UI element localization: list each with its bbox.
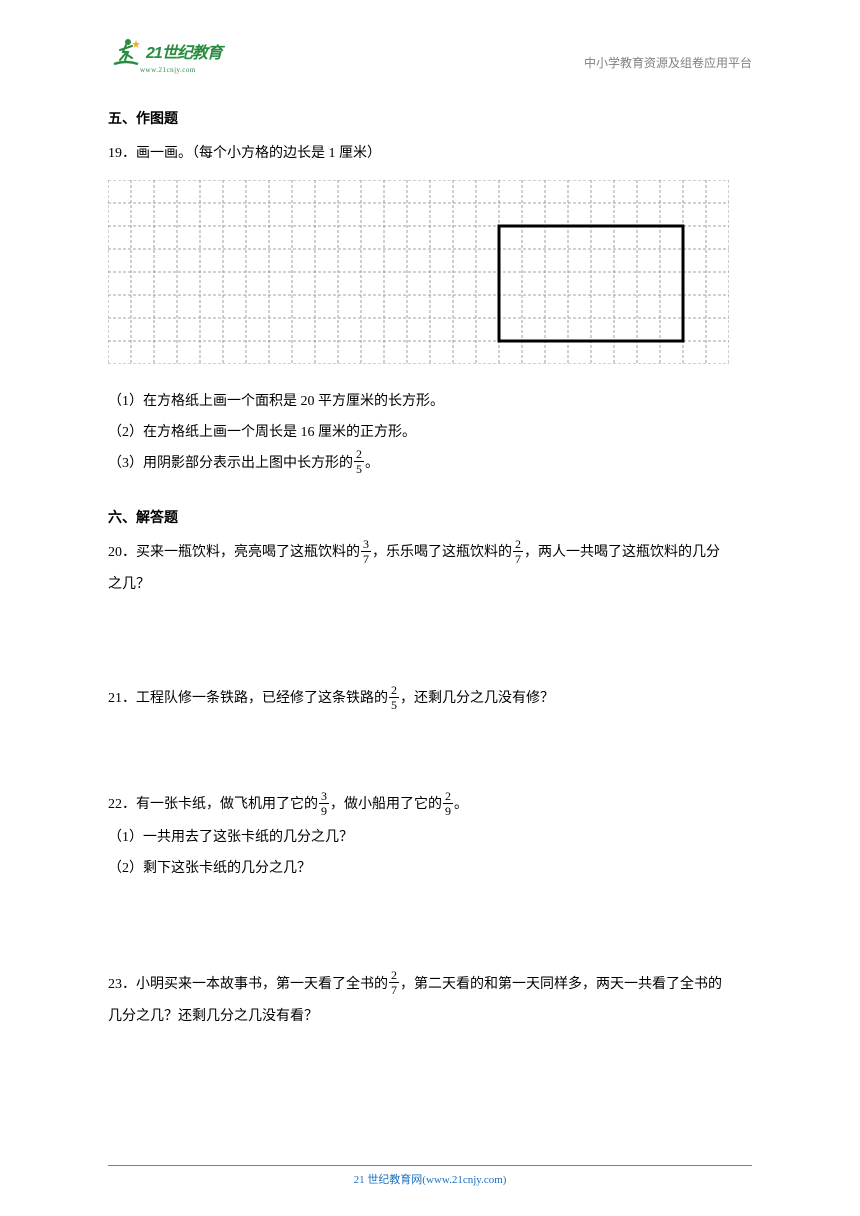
- fraction: 27: [389, 969, 399, 996]
- q23-c: 几分之几？还剩几分之几没有看？: [108, 1003, 752, 1031]
- q20-d: 之几？: [108, 571, 752, 599]
- q20-a: 20．买来一瓶饮料，亮亮喝了这瓶饮料的: [108, 545, 360, 560]
- q21: 21．工程队修一条铁路，已经修了这条铁路的25，还剩几分之几没有修？: [108, 685, 752, 713]
- grid-svg: [108, 180, 729, 364]
- q23-a: 23．小明买来一本故事书，第一天看了全书的: [108, 977, 388, 992]
- section-5-title: 五、作图题: [108, 108, 752, 128]
- page-content: 五、作图题 19．画一画。（每个小方格的边长是 1 厘米） （1）在方格纸上画一…: [108, 108, 752, 1039]
- q19-3-text-a: （3）用阴影部分表示出上图中长方形的: [108, 456, 353, 471]
- fraction: 27: [513, 538, 523, 565]
- fraction: 39: [319, 790, 329, 817]
- q19-sub2: （2）在方格纸上画一个周长是 16 厘米的正方形。: [108, 418, 752, 449]
- brand-logo: 21世纪教育: [108, 36, 222, 66]
- section-6-title: 六、解答题: [108, 507, 752, 527]
- fraction: 25: [389, 684, 399, 711]
- q19-sub3: （3）用阴影部分表示出上图中长方形的25。: [108, 449, 752, 480]
- q22-a: 22．有一张卡纸，做飞机用了它的: [108, 797, 318, 812]
- footer-text: 21 世纪教育网(www.21cnjy.com): [354, 1174, 507, 1186]
- q22-c: 。: [454, 797, 468, 812]
- q23: 23．小明买来一本故事书，第一天看了全书的27，第二天看的和第一天同样多，两天一…: [108, 971, 752, 1031]
- header-right-text: 中小学教育资源及组卷应用平台: [584, 54, 752, 71]
- q19-3-text-b: 。: [365, 456, 379, 471]
- q19-sub1: （1）在方格纸上画一个面积是 20 平方厘米的长方形。: [108, 387, 752, 418]
- q22: 22．有一张卡纸，做飞机用了它的39，做小船用了它的29。 （1）一共用去了这张…: [108, 791, 752, 885]
- page-header: 21世纪教育 www.21cnjy.com 中小学教育资源及组卷应用平台: [0, 36, 860, 76]
- q20-b: ，乐乐喝了这瓶饮料的: [372, 545, 512, 560]
- logo-url: www.21cnjy.com: [140, 66, 196, 74]
- q22-b: ，做小船用了它的: [330, 797, 442, 812]
- footer-divider: [108, 1165, 752, 1166]
- fraction: 25: [354, 448, 364, 475]
- q22-sub1: （1）一共用去了这张卡纸的几分之几？: [108, 823, 752, 854]
- q19-stem: 19．画一画。（每个小方格的边长是 1 厘米）: [108, 140, 752, 168]
- q20: 20．买来一瓶饮料，亮亮喝了这瓶饮料的37，乐乐喝了这瓶饮料的27，两人一共喝了…: [108, 539, 752, 599]
- logo-text: 21世纪教育: [146, 39, 222, 63]
- q19-grid: [108, 180, 752, 369]
- q23-b: ，第二天看的和第一天同样多，两天一共看了全书的: [400, 977, 722, 992]
- page-footer: 21 世纪教育网(www.21cnjy.com): [0, 1165, 860, 1188]
- q22-sub2: （2）剩下这张卡纸的几分之几？: [108, 854, 752, 885]
- fraction: 37: [361, 538, 371, 565]
- q20-c: ，两人一共喝了这瓶饮料的几分: [524, 545, 720, 560]
- fraction: 29: [443, 790, 453, 817]
- q21-a: 21．工程队修一条铁路，已经修了这条铁路的: [108, 691, 388, 706]
- logo-runner-icon: [108, 36, 144, 66]
- q21-b: ，还剩几分之几没有修？: [400, 691, 554, 706]
